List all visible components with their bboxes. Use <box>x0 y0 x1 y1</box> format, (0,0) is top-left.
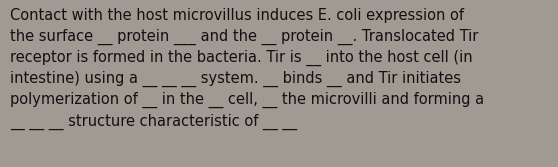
Text: Contact with the host microvillus induces E. coli expression of
the surface __ p: Contact with the host microvillus induce… <box>10 8 484 130</box>
